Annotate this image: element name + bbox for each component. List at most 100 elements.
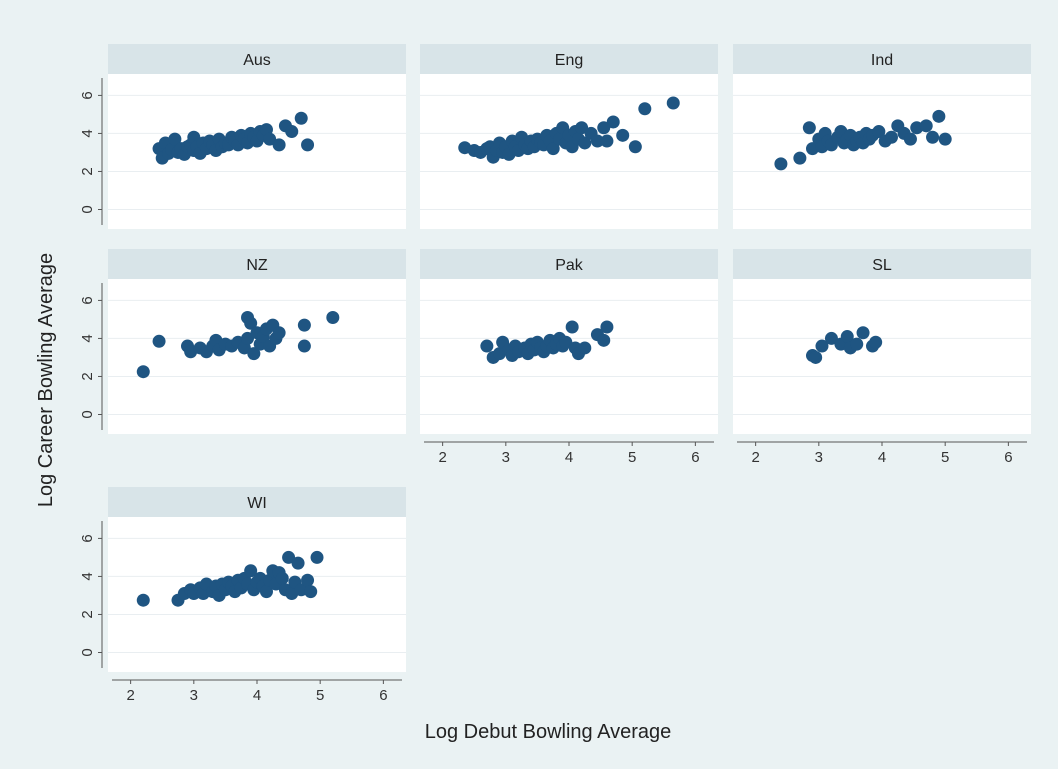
data-point	[282, 550, 296, 564]
data-point	[926, 130, 940, 144]
data-point	[326, 311, 340, 325]
y-tick-label: 2	[79, 610, 96, 618]
x-tick-label: 2	[126, 687, 134, 704]
panel-strip	[733, 44, 1031, 74]
data-point	[932, 109, 946, 123]
panel-strip	[108, 487, 406, 517]
data-point	[301, 138, 315, 152]
x-tick-label: 4	[878, 449, 886, 466]
x-tick-label: 4	[253, 687, 261, 704]
data-point	[297, 339, 311, 353]
panel-strip	[420, 249, 718, 279]
x-axis-title: Log Debut Bowling Average	[425, 721, 671, 743]
data-point	[480, 339, 494, 353]
y-tick-label: 2	[79, 167, 96, 175]
y-tick-label: 6	[79, 534, 96, 542]
data-point	[840, 330, 854, 344]
y-tick-label: 4	[79, 572, 96, 580]
x-tick-label: 6	[691, 449, 699, 466]
data-point	[259, 585, 273, 599]
data-point	[774, 157, 788, 171]
y-tick-label: 0	[79, 205, 96, 213]
panel-strip-label: WI	[247, 495, 267, 512]
data-point	[565, 320, 579, 334]
data-point	[301, 573, 315, 587]
x-tick-label: 3	[815, 449, 823, 466]
x-tick-label: 2	[438, 449, 446, 466]
data-point	[815, 339, 829, 353]
panel-strip	[420, 44, 718, 74]
panel-strip	[108, 249, 406, 279]
data-point	[824, 331, 838, 345]
data-point	[241, 331, 255, 345]
data-point	[884, 130, 898, 144]
panel-strip-label: Aus	[243, 52, 271, 69]
plot-area	[108, 74, 406, 229]
data-point	[606, 115, 620, 129]
data-point	[578, 136, 592, 150]
data-point	[666, 96, 680, 110]
panel-pak: Pak 2 3 4 5 6	[420, 249, 718, 466]
data-point	[294, 111, 308, 125]
data-point	[869, 335, 883, 349]
y-tick-label: 4	[79, 334, 96, 342]
data-point	[247, 347, 261, 361]
x-tick-label: 5	[316, 687, 324, 704]
data-point	[272, 326, 286, 340]
data-point	[275, 571, 289, 585]
data-point	[263, 132, 277, 146]
data-point	[919, 119, 933, 133]
panel-strip-label: Eng	[555, 52, 583, 69]
data-point	[291, 556, 305, 570]
data-point	[559, 335, 573, 349]
y-tick-label: 0	[79, 410, 96, 418]
data-point	[597, 333, 611, 347]
x-tick-label: 3	[502, 449, 510, 466]
data-point	[597, 121, 611, 135]
x-tick-label: 3	[190, 687, 198, 704]
panel-ind: Ind	[733, 44, 1031, 229]
data-point	[136, 593, 150, 607]
data-point	[152, 334, 166, 348]
data-point	[938, 132, 952, 146]
data-point	[802, 121, 816, 135]
x-tick-label: 5	[941, 449, 949, 466]
x-tick-label: 6	[1004, 449, 1012, 466]
data-point	[578, 341, 592, 355]
data-point	[600, 134, 614, 148]
data-point	[272, 138, 286, 152]
data-point	[285, 125, 299, 139]
data-point	[616, 128, 630, 142]
x-tick-label: 6	[379, 687, 387, 704]
panel-strip-label: NZ	[246, 257, 268, 274]
y-axis-title: Log Career Bowling Average	[35, 253, 57, 507]
y-tick-label: 2	[79, 372, 96, 380]
panel-strip	[733, 249, 1031, 279]
data-point	[793, 151, 807, 165]
data-point	[856, 326, 870, 340]
data-point	[244, 564, 258, 578]
data-point	[168, 132, 182, 146]
panels-layer: Aus 0 2 4 6 Eng Ind NZ 0 2 4 6 Pak 2 3 4 5 6 SL 2 3 4 5 6 WI 0 2 4 6…	[79, 44, 1031, 704]
data-point	[590, 134, 604, 148]
data-point	[903, 132, 917, 146]
x-tick-label: 4	[565, 449, 573, 466]
y-tick-label: 6	[79, 296, 96, 304]
y-tick-label: 4	[79, 129, 96, 137]
data-point	[638, 102, 652, 116]
panel-aus: Aus 0 2 4 6	[79, 44, 406, 229]
plot-area	[733, 279, 1031, 434]
panel-sl: SL 2 3 4 5 6	[733, 249, 1031, 466]
plot-area	[420, 279, 718, 434]
panel-wi: WI 0 2 4 6 2 3 4 5 6	[79, 487, 406, 704]
data-point	[297, 318, 311, 332]
data-point	[304, 585, 318, 599]
data-point	[575, 121, 589, 135]
data-point	[850, 337, 864, 351]
x-tick-label: 5	[628, 449, 636, 466]
panel-eng: Eng	[420, 44, 718, 229]
x-tick-label: 2	[751, 449, 759, 466]
data-point	[628, 140, 642, 154]
plot-area	[733, 74, 1031, 229]
